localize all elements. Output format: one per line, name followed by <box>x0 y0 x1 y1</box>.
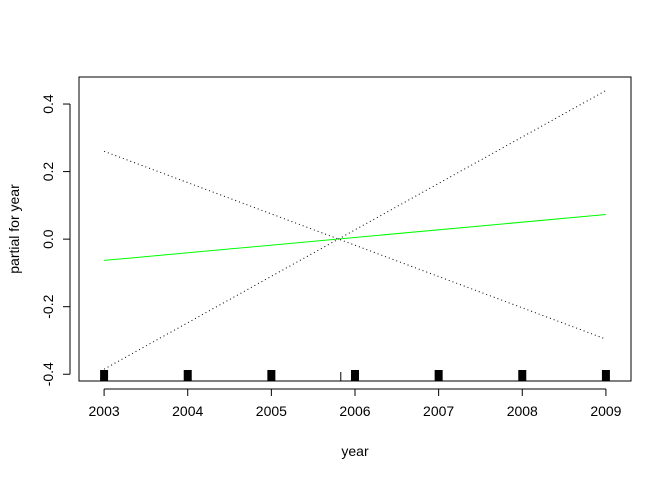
fit-line <box>104 213 606 261</box>
y-axis-title: partial for year <box>6 184 22 274</box>
rug-mark <box>100 370 109 381</box>
rug-mark <box>434 370 443 381</box>
x-tick-label: 2007 <box>423 403 454 419</box>
rug-mark <box>351 370 359 381</box>
rug-mark <box>183 370 192 381</box>
x-tick-label: 2009 <box>590 403 621 419</box>
rug-mark <box>518 370 527 381</box>
x-axis-title: year <box>341 443 369 459</box>
y-tick-label: -0.4 <box>40 362 56 386</box>
y-tick-label: 0.2 <box>40 162 56 182</box>
series-layer <box>103 90 607 370</box>
x-tick-label: 2003 <box>89 403 120 419</box>
rug-mark <box>267 370 276 381</box>
x-tick-label: 2006 <box>339 403 370 419</box>
x-tick-label: 2005 <box>256 403 287 419</box>
y-tick-label: 0.4 <box>40 94 56 114</box>
x-tick-label: 2008 <box>507 403 538 419</box>
x-axis: 2003 2004 2005 2006 2007 2008 2009 <box>89 388 622 419</box>
y-tick-label: -0.2 <box>40 294 56 318</box>
rug-layer <box>100 370 610 381</box>
y-axis: -0.4 -0.2 0.0 0.2 0.4 <box>40 94 71 386</box>
y-tick-label: 0.0 <box>40 229 56 249</box>
x-tick-label: 2004 <box>172 403 203 419</box>
rug-mark <box>601 370 610 381</box>
